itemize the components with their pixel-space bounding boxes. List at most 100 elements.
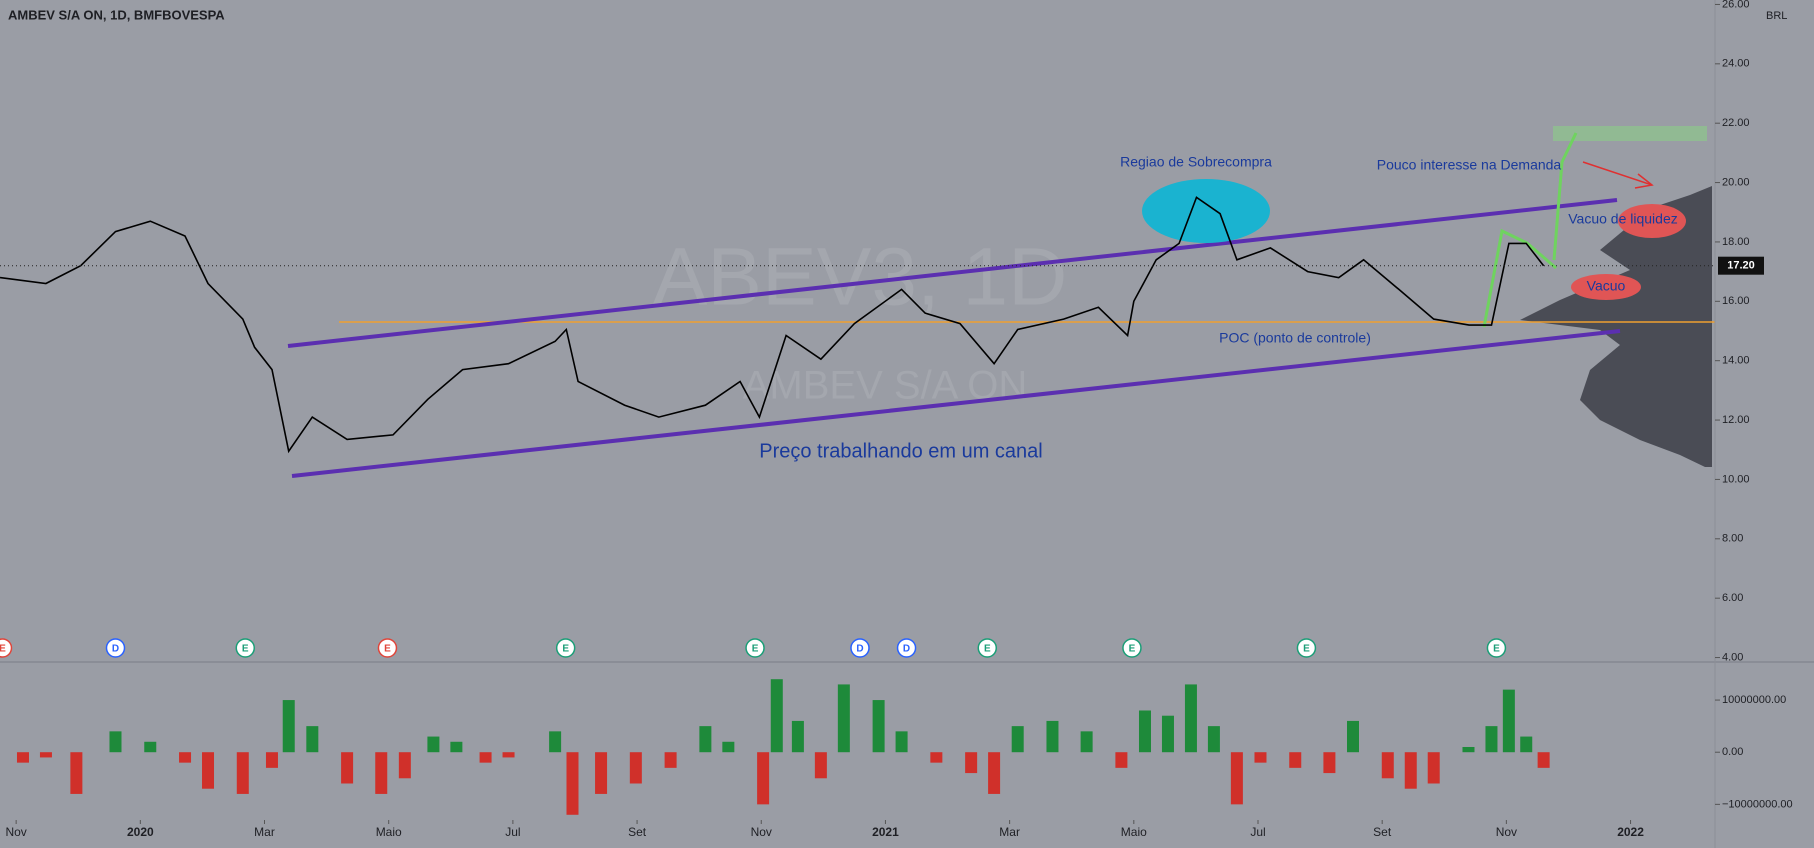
- event-label: E: [1493, 644, 1500, 655]
- x-tick-label: Nov: [751, 825, 772, 839]
- event-marker: [235, 638, 256, 658]
- event-label: E: [1129, 644, 1136, 655]
- oscillator-bar: [479, 752, 492, 763]
- annotation: Pouco interesse na Demanda: [1377, 157, 1562, 173]
- oscillator-bar: [341, 752, 354, 784]
- event-label: E: [1303, 644, 1310, 655]
- y-tick-label: 10.00: [1722, 473, 1750, 485]
- oscillator-bar: [988, 752, 1001, 794]
- oscillator-bar: [202, 752, 215, 789]
- oscillator-bar: [814, 752, 827, 779]
- y-tick-label: 18.00: [1722, 236, 1750, 248]
- price-line: [0, 196, 1545, 454]
- oscillator-bar: [450, 741, 463, 753]
- channel-lower: [291, 329, 1621, 478]
- oscillator-bar: [398, 752, 411, 779]
- event-marker: [977, 638, 998, 658]
- oscillator-bar: [236, 752, 249, 794]
- oscillator-bar: [1115, 752, 1128, 768]
- annotation: Vacuo de liquidez: [1568, 211, 1677, 227]
- annotation: Regiao de Sobrecompra: [1120, 154, 1272, 170]
- overbought-zone: [1142, 179, 1270, 243]
- oscillator-bar: [1161, 715, 1174, 753]
- annotation: POC (ponto de controle): [1219, 330, 1371, 346]
- y-tick-label: 26.00: [1722, 0, 1750, 10]
- annotation: Vacuo: [1587, 278, 1626, 294]
- volume-profile: [1520, 186, 1712, 467]
- projection: [1552, 132, 1578, 261]
- oscillator-bar: [566, 752, 579, 815]
- y-tick-label: 12.00: [1722, 414, 1750, 426]
- chart-title: AMBEV S/A ON, 1D, BMFBOVESPA: [8, 7, 225, 22]
- arrow-head: [1634, 173, 1654, 189]
- projection: [1482, 228, 1557, 328]
- oscillator-bar: [502, 752, 515, 758]
- oscillator-bar: [965, 752, 978, 774]
- oscillator-bar: [1346, 720, 1359, 753]
- currency: BRL: [1766, 10, 1787, 22]
- oscillator-bar: [1184, 684, 1197, 753]
- oscillator-bar: [1485, 726, 1498, 753]
- last-price-label: 17.20: [1727, 260, 1755, 272]
- oscillator-bar: [930, 752, 943, 763]
- y-tick-label: 4.00: [1722, 651, 1743, 663]
- oscillator-bar: [549, 731, 562, 753]
- oscillator-bar: [1046, 720, 1059, 753]
- arrow: [1582, 161, 1653, 186]
- oscillator-bar: [629, 752, 642, 784]
- event-marker: [555, 638, 576, 658]
- event-marker: [1296, 638, 1317, 658]
- y-tick-label: 20.00: [1722, 176, 1750, 188]
- oscillator-bar: [664, 752, 677, 768]
- vacuum-zone: [1571, 274, 1641, 300]
- x-tick-label: 2022: [1617, 825, 1644, 839]
- oscillator-bar: [427, 736, 440, 753]
- x-tick-label: Maio: [376, 825, 402, 839]
- event-marker: [850, 638, 870, 658]
- y-tick-label: −10000000.00: [1722, 798, 1793, 810]
- oscillator-bar: [1520, 736, 1533, 753]
- oscillator-bar: [791, 720, 804, 753]
- event-label: D: [856, 644, 863, 655]
- oscillator-bar: [770, 679, 783, 753]
- oscillator-bar: [16, 752, 29, 763]
- event-marker: [1486, 638, 1507, 658]
- channel-upper: [287, 198, 1618, 348]
- y-tick-label: 16.00: [1722, 295, 1750, 307]
- oscillator-bar: [722, 741, 735, 753]
- oscillator-bar: [109, 731, 122, 753]
- oscillator-bar: [872, 700, 885, 753]
- x-tick-label: Mar: [999, 825, 1020, 839]
- oscillator-bar: [1462, 746, 1475, 753]
- x-tick-label: Set: [628, 825, 647, 839]
- y-tick-label: 0.00: [1722, 746, 1743, 758]
- x-tick-label: Set: [1373, 825, 1392, 839]
- event-marker: [105, 638, 126, 658]
- oscillator-bar: [39, 752, 52, 758]
- event-label: E: [242, 644, 249, 655]
- event-label: D: [112, 644, 119, 655]
- x-tick-label: Maio: [1121, 825, 1147, 839]
- oscillator-bar: [1289, 752, 1302, 768]
- y-tick-label: 14.00: [1722, 355, 1750, 367]
- x-tick-label: Nov: [1496, 825, 1517, 839]
- oscillator-bar: [1207, 726, 1220, 753]
- oscillator-bar: [837, 684, 850, 753]
- vacuum-zone: [1618, 204, 1686, 238]
- oscillator-bar: [1230, 752, 1243, 805]
- event-marker: [896, 638, 917, 658]
- target-zone: [1553, 126, 1707, 141]
- x-tick-label: Jul: [1250, 825, 1265, 839]
- event-marker: [745, 638, 765, 658]
- oscillator-bar: [1537, 752, 1550, 768]
- oscillator-bar: [70, 752, 83, 794]
- event-label: E: [984, 644, 991, 655]
- oscillator-bar: [282, 700, 295, 753]
- event-label: E: [562, 644, 569, 655]
- y-tick-label: 24.00: [1722, 58, 1750, 70]
- event-label: D: [903, 644, 910, 655]
- oscillator-bar: [757, 752, 770, 805]
- x-tick-label: Mar: [254, 825, 275, 839]
- oscillator-bar: [144, 741, 157, 753]
